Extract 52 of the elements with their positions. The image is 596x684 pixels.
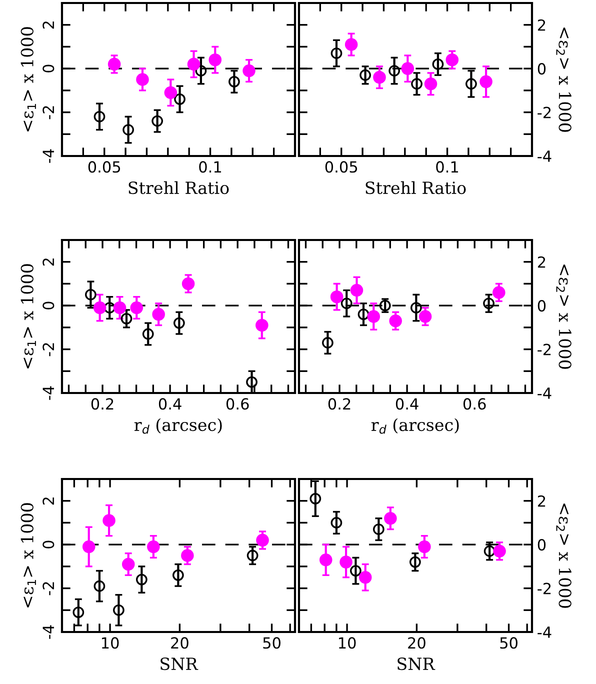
x-tick-label: 0.6 [463, 398, 486, 410]
x-axis-title: Strehl Ratio [366, 181, 466, 194]
x-tick-label: 0.4 [396, 398, 418, 410]
y2-axis-title: <ε$_{2}$> x 1000 [556, 264, 572, 369]
y2-tick-label: 2 [538, 19, 546, 31]
x-tick-label: 0.2 [328, 398, 350, 410]
x-tick-label: 50 [263, 637, 280, 649]
y-tick-label: -2 [42, 106, 54, 120]
x-tick-label: 10 [338, 637, 356, 649]
y-axis-title: <ε$_{1}$> x 1000 [20, 503, 36, 608]
y-axis-title: <ε$_{1}$> x 1000 [20, 27, 36, 132]
x-tick-label: 50 [500, 637, 518, 649]
x-axis-title: SNR [398, 657, 436, 670]
y-tick-label: -4 [42, 149, 54, 163]
x-tick-label: 10 [102, 637, 119, 649]
x-axis-title: r$_{d}$ (arcsec) [134, 418, 222, 434]
x-tick-label: 20 [171, 637, 188, 649]
x-tick-label: 0.1 [436, 161, 458, 173]
x-axis-title: Strehl Ratio [128, 181, 229, 194]
x-tick-label: 0.05 [88, 161, 120, 173]
x-tick-label: 0.05 [325, 161, 358, 173]
y-tick-label: 2 [42, 498, 54, 505]
y2-axis-title: <ε$_{2}$> x 1000 [556, 504, 572, 608]
y2-tick-label: -4 [538, 388, 552, 399]
y2-tick-label: -2 [538, 106, 551, 118]
y2-tick-label: -4 [538, 626, 552, 638]
y-tick-label: 2 [42, 22, 54, 29]
x-tick-label: 0.4 [158, 398, 182, 410]
y-tick-label: 0 [42, 540, 54, 548]
y-tick-label: 2 [42, 258, 54, 266]
y-tick-label: 0 [42, 64, 54, 72]
y-tick-label: -2 [42, 343, 54, 356]
y-tick-label: 0 [42, 302, 54, 310]
y2-tick-label: 0 [538, 300, 546, 312]
x-tick-label: 0.2 [91, 398, 114, 410]
y2-tick-label: 2 [538, 256, 546, 268]
x-tick-label: 20 [408, 637, 426, 649]
y2-tick-label: 2 [538, 495, 546, 507]
y-tick-label: -4 [42, 625, 54, 639]
y-tick-label: -4 [42, 386, 54, 400]
x-axis-title: SNR [160, 657, 198, 670]
y2-axis-title: <ε$_{2}$> x 1000 [556, 28, 572, 132]
x-axis-title: r$_{d}$ (arcsec) [371, 418, 459, 434]
y2-tick-label: -2 [538, 582, 551, 594]
y-axis-title: <ε$_{1}$> x 1000 [20, 264, 36, 368]
x-tick-label: 0.6 [226, 398, 249, 410]
y2-tick-label: -2 [538, 344, 551, 356]
x-tick-label: 0.1 [199, 161, 222, 173]
y2-tick-label: 0 [538, 539, 546, 551]
y2-tick-label: -4 [538, 150, 552, 162]
y2-tick-label: 0 [538, 63, 546, 75]
y-tick-label: -2 [42, 582, 54, 596]
